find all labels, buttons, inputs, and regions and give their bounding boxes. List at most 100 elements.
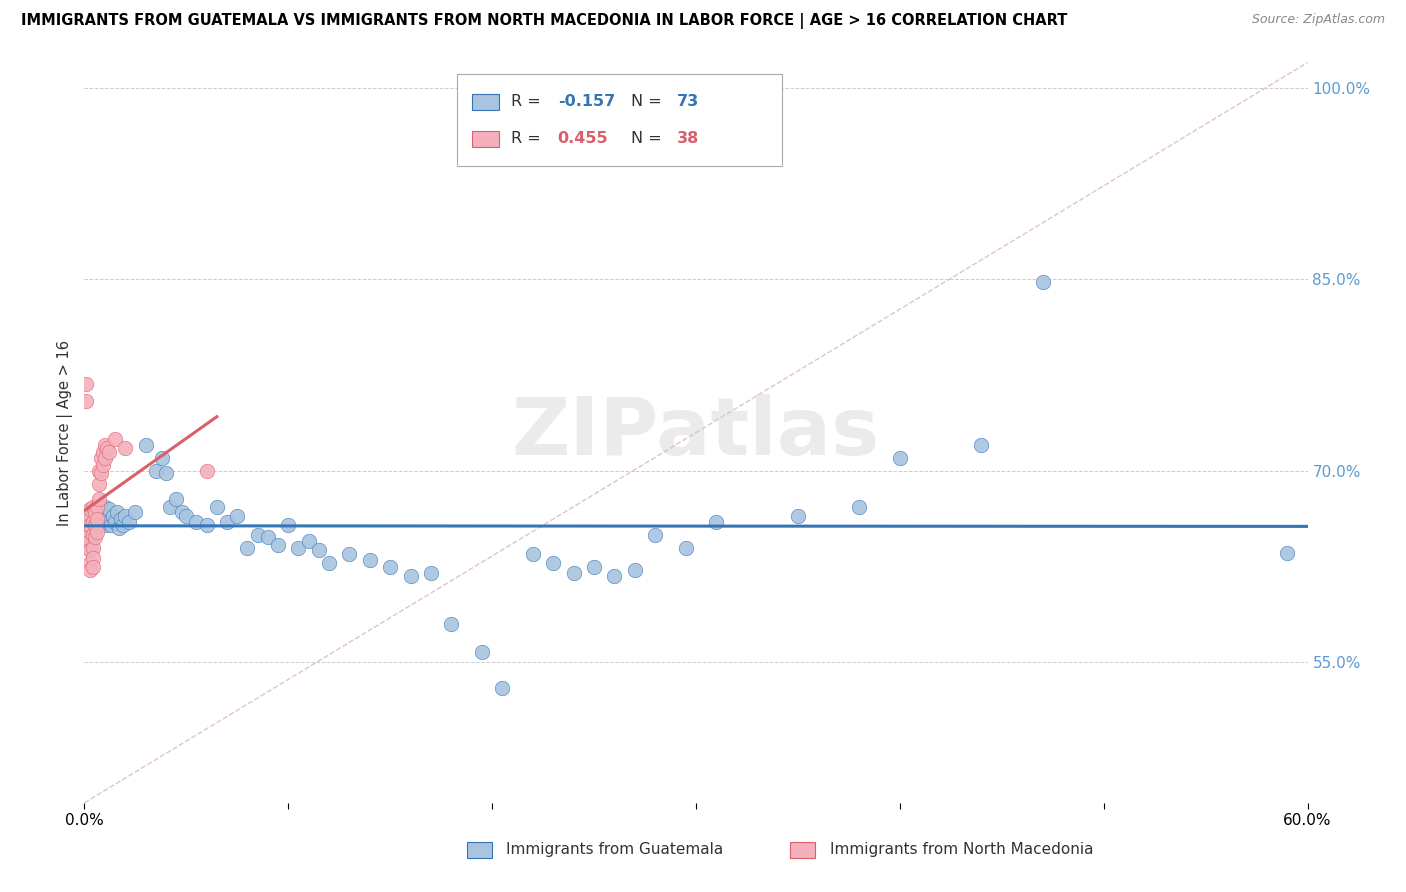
Point [246, 527, 269, 541]
Point [90, 451, 112, 466]
FancyBboxPatch shape [457, 73, 782, 166]
Point [100, 517, 122, 532]
Point [298, 534, 321, 549]
Point [205, 500, 228, 514]
Point [82, 500, 104, 514]
Point [93, 451, 115, 466]
Point [112, 517, 135, 532]
Point [145, 464, 167, 478]
Point [491, 681, 513, 695]
Text: Source: ZipAtlas.com: Source: ZipAtlas.com [1251, 13, 1385, 27]
Point [87, 476, 110, 491]
Point [195, 464, 218, 478]
Point [75, 393, 97, 408]
Point [82, 515, 104, 529]
Point [79, 517, 101, 532]
Point [101, 508, 124, 523]
Point [155, 467, 177, 481]
Point [267, 538, 290, 552]
Text: Immigrants from Guatemala: Immigrants from Guatemala [506, 842, 724, 856]
Text: R =: R = [512, 131, 546, 146]
Text: 0.455: 0.455 [558, 131, 609, 146]
Point [172, 505, 194, 519]
Point [87, 464, 110, 478]
Point [77, 505, 100, 519]
Point [82, 527, 104, 541]
Point [359, 553, 381, 567]
Point [108, 521, 131, 535]
Point [90, 508, 112, 523]
Point [79, 534, 101, 549]
Point [848, 500, 870, 514]
Point [603, 568, 626, 582]
Point [543, 556, 565, 570]
Point [114, 441, 136, 455]
Point [110, 512, 132, 526]
Point [83, 530, 105, 544]
Point [583, 559, 606, 574]
Point [79, 502, 101, 516]
Point [236, 541, 259, 555]
Point [97, 444, 120, 458]
Point [104, 432, 127, 446]
Text: -0.157: -0.157 [558, 95, 614, 109]
Point [308, 543, 330, 558]
Point [97, 515, 120, 529]
Point [787, 508, 810, 523]
Point [420, 566, 443, 580]
Point [135, 438, 157, 452]
Point [91, 505, 114, 519]
Text: N =: N = [631, 131, 666, 146]
Point [86, 500, 108, 514]
Point [675, 541, 697, 555]
Point [522, 547, 544, 561]
Text: R =: R = [512, 95, 546, 109]
Point [90, 467, 112, 481]
Point [104, 515, 127, 529]
Point [217, 515, 239, 529]
Point [195, 517, 218, 532]
Point [96, 441, 118, 455]
Point [318, 556, 340, 570]
Point [79, 556, 101, 570]
Point [1032, 275, 1054, 289]
Point [624, 564, 647, 578]
Point [97, 502, 120, 516]
Point [77, 521, 100, 535]
Point [186, 515, 208, 529]
Point [277, 517, 299, 532]
Point [96, 508, 118, 523]
Point [91, 458, 114, 472]
Point [226, 508, 249, 523]
Point [90, 515, 112, 529]
Point [1277, 546, 1299, 560]
Point [118, 515, 141, 529]
Y-axis label: In Labor Force | Age > 16: In Labor Force | Age > 16 [58, 340, 73, 525]
Point [86, 525, 108, 540]
Text: 38: 38 [676, 131, 699, 146]
Point [257, 530, 280, 544]
Point [82, 559, 104, 574]
Point [77, 508, 100, 523]
Point [174, 508, 197, 523]
Point [159, 500, 181, 514]
Point [440, 617, 463, 632]
Point [82, 550, 104, 565]
Point [87, 491, 110, 506]
Point [86, 512, 108, 526]
Point [79, 509, 101, 524]
Text: N =: N = [631, 95, 666, 109]
Point [93, 517, 115, 532]
Point [339, 547, 361, 561]
Point [79, 564, 101, 578]
Point [124, 505, 146, 519]
Point [87, 517, 110, 532]
Point [287, 541, 309, 555]
Point [87, 502, 110, 516]
Text: ZIPatlas: ZIPatlas [512, 393, 880, 472]
Point [970, 438, 993, 452]
Point [399, 568, 422, 582]
Point [150, 451, 173, 466]
Point [83, 500, 105, 514]
Point [77, 530, 100, 544]
